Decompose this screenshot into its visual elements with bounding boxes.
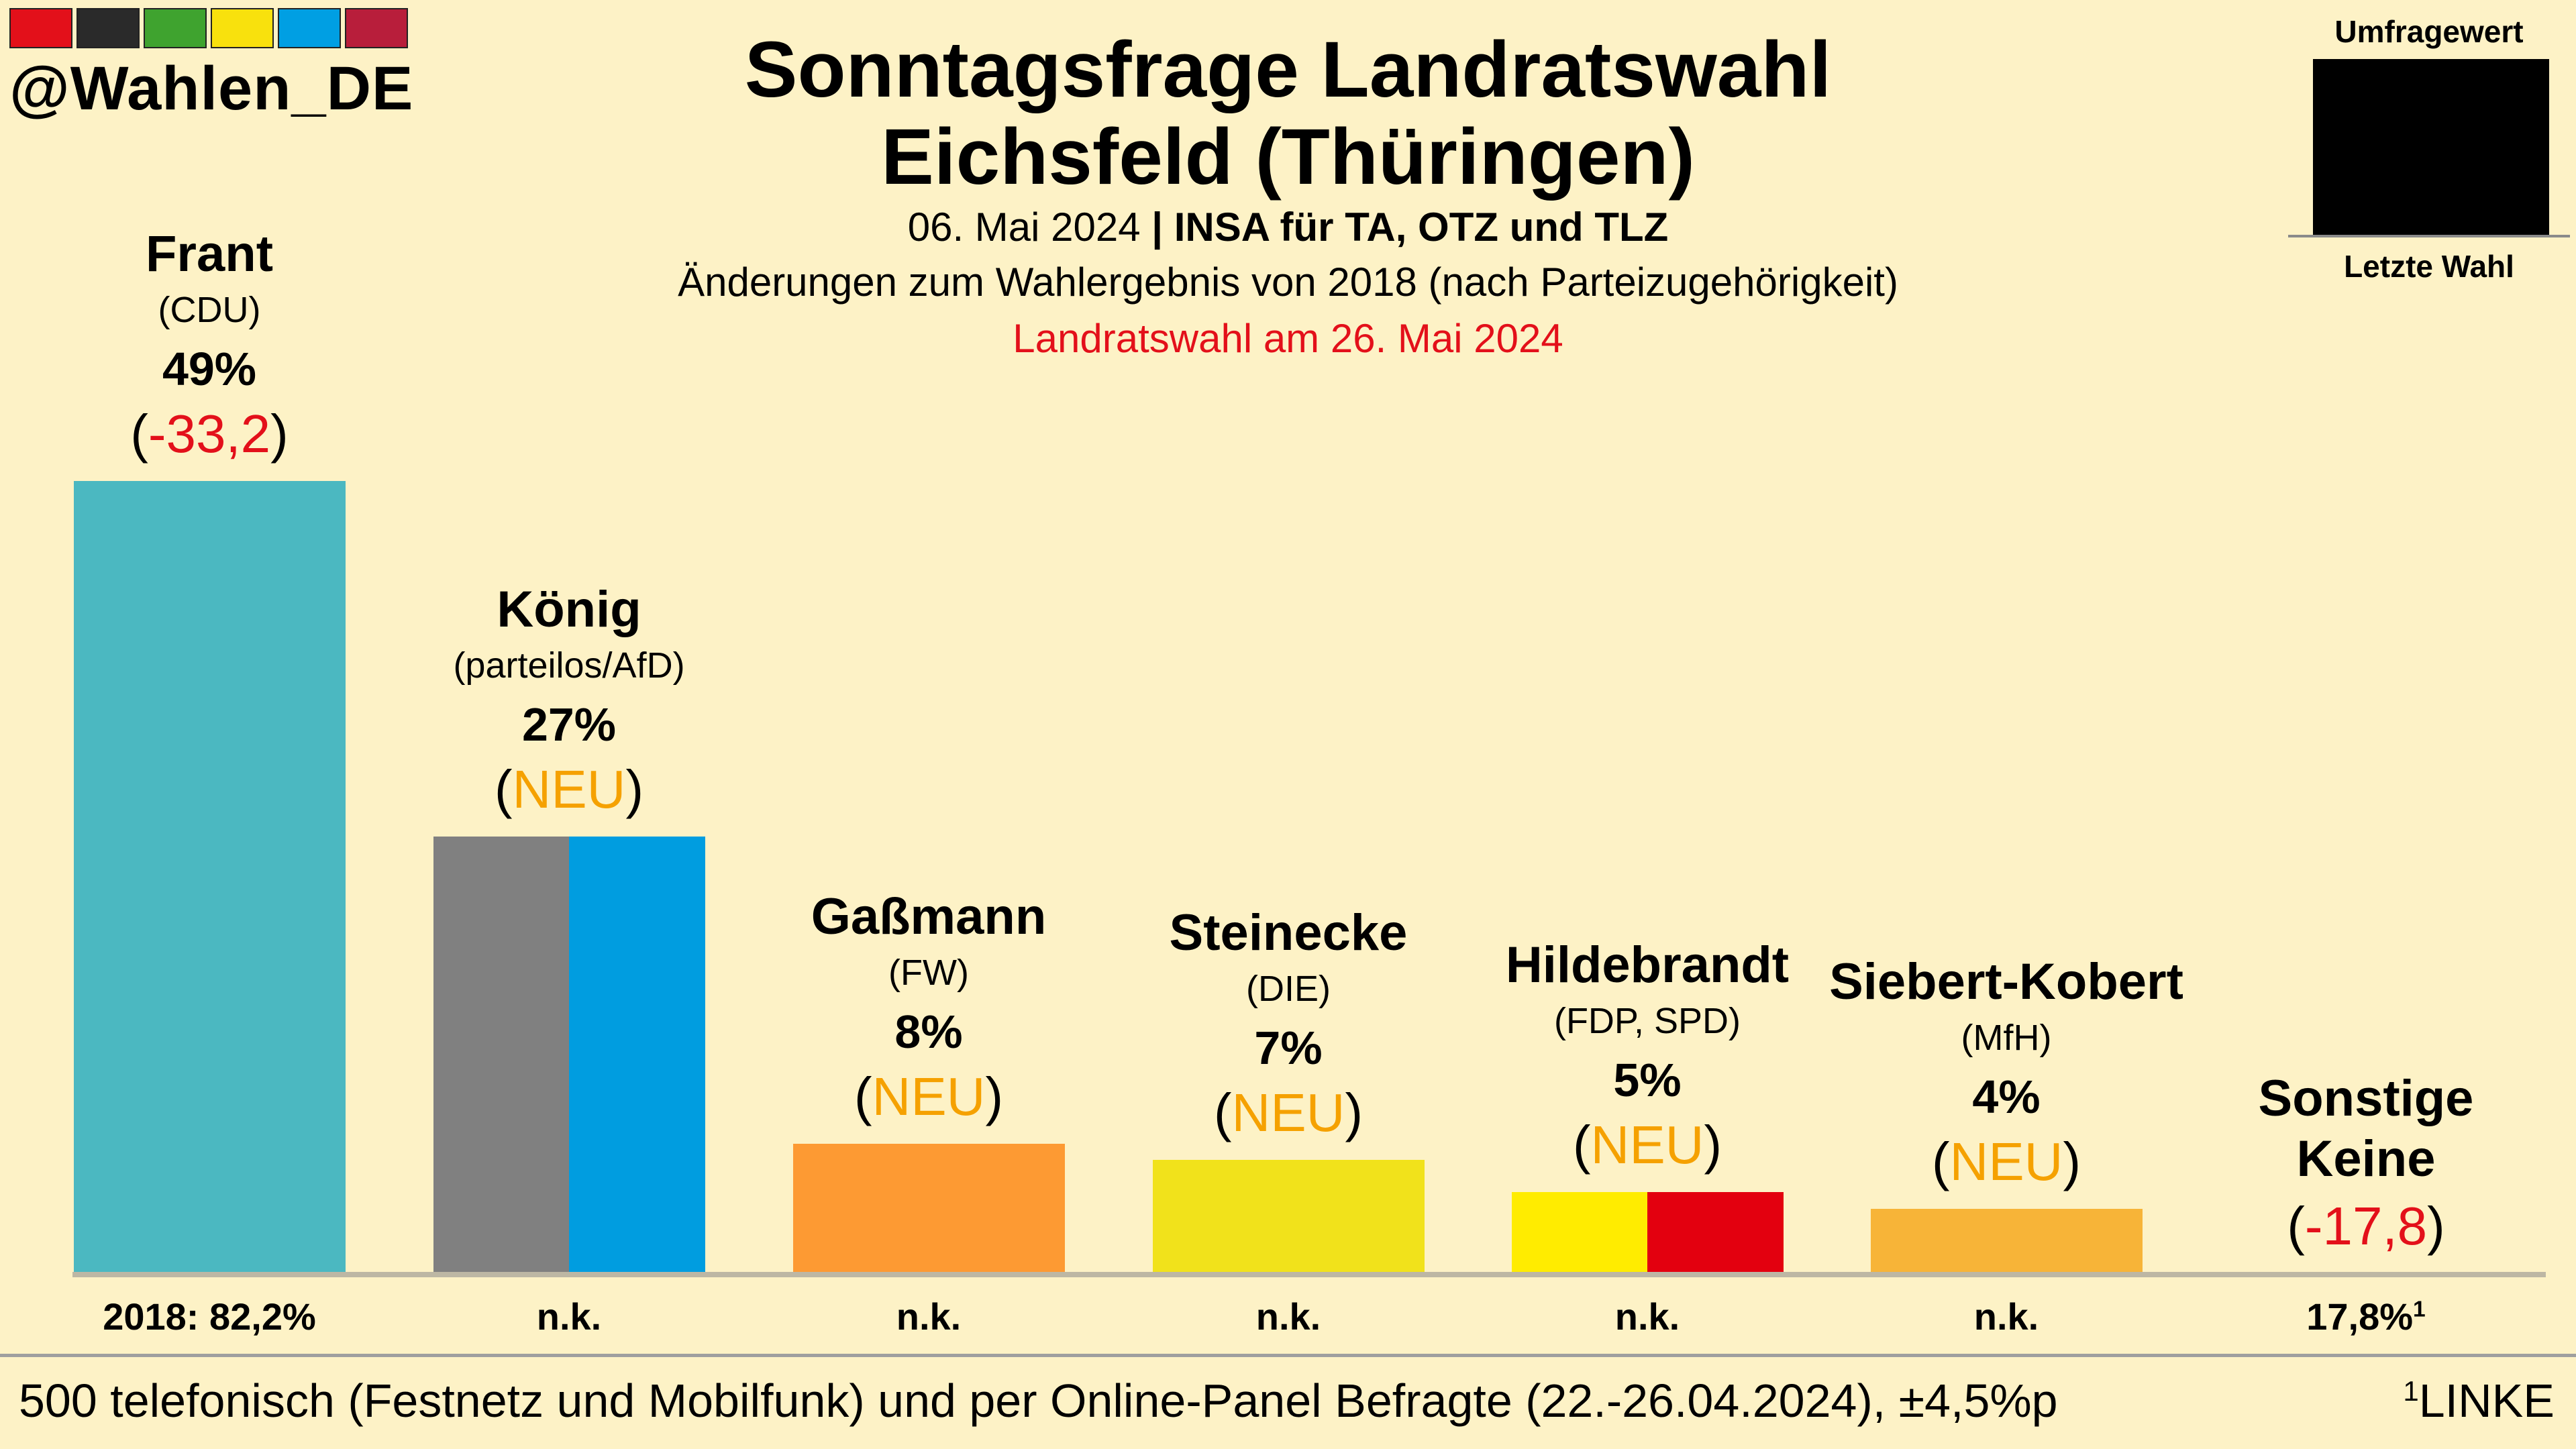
bar-frant xyxy=(73,481,346,1273)
changes-note: Änderungen zum Wahlergebnis von 2018 (na… xyxy=(678,260,1898,305)
bar-ga-mann xyxy=(792,1144,1065,1273)
brand-stripe xyxy=(278,8,341,48)
brand-handle: @Wahlen_DE xyxy=(9,54,414,123)
previous-result-k-nig: n.k. xyxy=(536,1295,602,1338)
subtitle-line: 06. Mai 2024 | INSA für TA, OTZ und TLZ xyxy=(0,204,2576,250)
data-label-value: 5% xyxy=(1613,1054,1682,1106)
brand-stripe xyxy=(9,8,72,48)
candidate-party: (parteilos/AfD) xyxy=(453,645,685,686)
candidate-label-siebert-kobert: Siebert-Kobert (MfH) 4% (NEU) xyxy=(1805,957,2208,1189)
data-label-change: (NEU) xyxy=(1572,1115,1722,1175)
candidate-party: (FDP, SPD) xyxy=(1553,1001,1741,1041)
candidate-label-frant: Frant (CDU) 49% (-33,2) xyxy=(8,229,411,461)
bar-steinecke xyxy=(1152,1160,1425,1273)
bar-hildebrandt-part-2 xyxy=(1647,1192,1784,1273)
legend-poll-swatch xyxy=(2313,59,2549,235)
candidate-name: Sonstige xyxy=(2258,1070,2474,1127)
candidate-label-sonstige: Sonstige Keine (-17,8) xyxy=(2165,1073,2567,1253)
previous-result-frant: 2018: 82,2% xyxy=(103,1295,316,1338)
chart-title-line-1: Sonntagsfrage Landratswahl xyxy=(744,25,1832,114)
poll-date: 06. Mai 2024 xyxy=(907,205,1141,250)
data-label-change: (NEU) xyxy=(1213,1083,1363,1142)
brand-color-stripes xyxy=(9,8,412,48)
bar-k-nig-part-2 xyxy=(569,837,705,1273)
footnote: 1LINKE xyxy=(2403,1374,2555,1428)
data-label-value: Keine xyxy=(2296,1130,2436,1187)
subtitle-separator: | xyxy=(1151,205,1164,250)
data-label-value: 8% xyxy=(894,1006,963,1058)
candidate-name: König xyxy=(497,581,641,638)
brand-stripe xyxy=(345,8,408,48)
data-label-change: (NEU) xyxy=(494,759,644,819)
candidate-party: (CDU) xyxy=(158,290,261,330)
data-label-value: 4% xyxy=(1972,1071,2041,1123)
chart-title-line-2: Eichsfeld (Thüringen) xyxy=(881,113,1695,201)
legend-poll-label: Umfragewert xyxy=(2334,14,2524,49)
data-label-value: 7% xyxy=(1254,1022,1323,1074)
data-label-change: (-33,2) xyxy=(130,404,289,464)
bar-siebert-kobert xyxy=(1870,1209,2143,1273)
pollster: INSA für TA, OTZ und TLZ xyxy=(1174,205,1669,250)
brand-stripe xyxy=(76,8,140,48)
candidate-name: Frant xyxy=(146,225,273,282)
data-label-value: 49% xyxy=(162,343,257,395)
footnote-marker: 1 xyxy=(2403,1375,2419,1407)
legend-last-election-line xyxy=(2288,235,2570,237)
previous-result-hildebrandt: n.k. xyxy=(1614,1295,1680,1338)
previous-result-ga-mann: n.k. xyxy=(896,1295,962,1338)
footer-divider xyxy=(0,1354,2576,1357)
candidate-name: Hildebrandt xyxy=(1505,936,1790,994)
x-axis-baseline xyxy=(72,1272,2546,1277)
candidate-label-ga-mann: Gaßmann (FW) 8% (NEU) xyxy=(727,892,1130,1124)
candidate-party: (MfH) xyxy=(1961,1018,2052,1058)
legend-last-election-label: Letzte Wahl xyxy=(2344,249,2514,284)
previous-result-steinecke: n.k. xyxy=(1255,1295,1321,1338)
bar-hildebrandt-part-1 xyxy=(1511,1192,1648,1273)
candidate-label-hildebrandt: Hildebrandt (FDP, SPD) 5% (NEU) xyxy=(1446,940,1849,1172)
election-date-note: Landratswahl am 26. Mai 2024 xyxy=(1013,316,1563,361)
data-label-value: 27% xyxy=(521,698,617,751)
previous-result-siebert-kobert: n.k. xyxy=(1973,1295,2039,1338)
methodology-note: 500 telefonisch (Festnetz und Mobilfunk)… xyxy=(19,1375,2058,1427)
data-label-change: (NEU) xyxy=(854,1067,1004,1126)
bar-k-nig-part-1 xyxy=(433,837,570,1273)
candidate-name: Siebert-Kobert xyxy=(1829,953,2183,1010)
candidate-party: (FW) xyxy=(888,953,969,993)
brand-stripe xyxy=(144,8,207,48)
data-label-change: (NEU) xyxy=(1931,1132,2081,1191)
data-label-change: (-17,8) xyxy=(2287,1196,2445,1256)
candidate-name: Gaßmann xyxy=(811,888,1047,945)
footnote-text: LINKE xyxy=(2418,1375,2555,1427)
previous-result-sonstige: 17,8%1 xyxy=(2306,1295,2426,1338)
brand-stripe xyxy=(211,8,274,48)
candidate-name: Steinecke xyxy=(1169,904,1408,961)
candidate-label-steinecke: Steinecke (DIE) 7% (NEU) xyxy=(1087,908,1490,1140)
candidate-label-k-nig: König (parteilos/AfD) 27% (NEU) xyxy=(368,584,770,816)
candidate-party: (DIE) xyxy=(1246,969,1331,1009)
